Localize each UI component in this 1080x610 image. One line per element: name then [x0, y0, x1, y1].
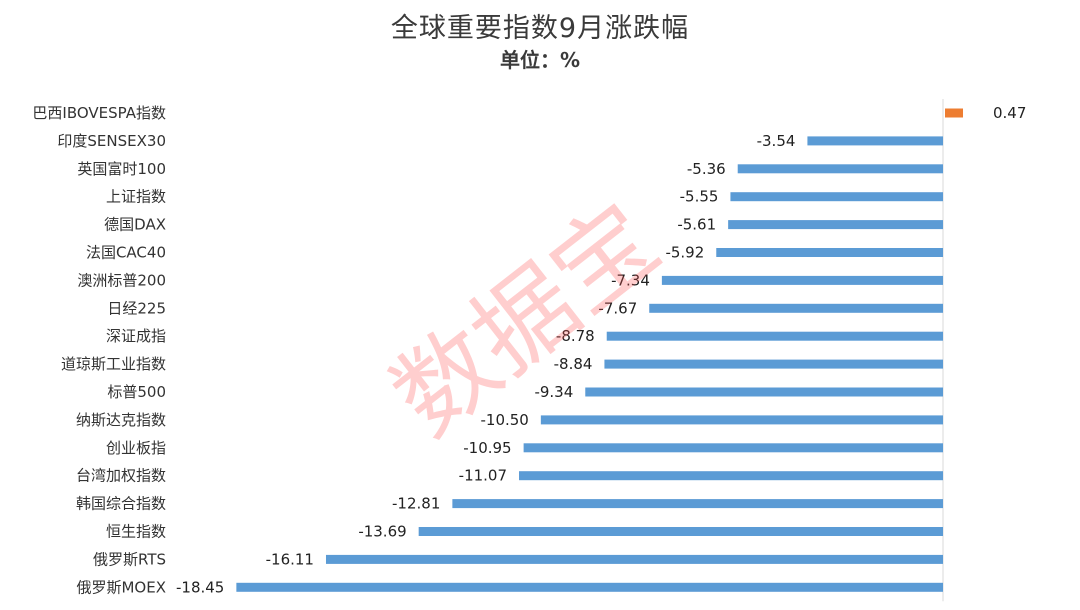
category-label: 道琼斯工业指数 — [61, 355, 166, 373]
category-label: 英国富时100 — [77, 160, 166, 178]
bar — [649, 303, 943, 313]
category-label: 纳斯达克指数 — [76, 411, 166, 429]
value-label: -8.84 — [554, 355, 593, 373]
value-label: 0.47 — [993, 104, 1026, 122]
value-label: -13.69 — [358, 523, 406, 541]
category-label: 台湾加权指数 — [76, 467, 166, 485]
value-label: -18.45 — [176, 578, 224, 596]
category-label: 韩国综合指数 — [76, 495, 166, 513]
value-label: -16.11 — [266, 550, 314, 568]
bar — [418, 527, 944, 536]
bar — [737, 164, 943, 174]
value-label: -11.07 — [459, 467, 507, 485]
category-label: 德国DAX — [104, 216, 166, 234]
category-label: 日经225 — [107, 299, 166, 317]
bar — [540, 415, 943, 425]
bar — [523, 443, 943, 453]
value-label: -10.95 — [463, 439, 511, 457]
bar — [945, 108, 964, 118]
chart-title: 全球重要指数9月涨跌幅 — [390, 13, 690, 44]
bar — [325, 554, 943, 564]
bar — [728, 220, 943, 230]
value-label: -9.34 — [534, 383, 573, 401]
bar — [519, 471, 943, 481]
category-label: 俄罗斯RTS — [93, 550, 166, 568]
value-label: -12.81 — [392, 495, 440, 513]
category-label: 深证成指 — [106, 327, 166, 345]
bar — [236, 582, 944, 592]
category-label: 创业板指 — [106, 439, 166, 457]
value-label: -5.92 — [665, 244, 704, 262]
bar — [606, 331, 943, 341]
bar — [807, 136, 943, 146]
bar — [604, 359, 943, 369]
value-label: -8.78 — [556, 327, 595, 345]
value-label: -5.61 — [677, 216, 716, 234]
category-label: 法国CAC40 — [86, 244, 166, 262]
value-label: -7.67 — [598, 299, 637, 317]
bar — [730, 192, 943, 202]
value-label: -5.55 — [680, 188, 719, 206]
category-label: 标普500 — [107, 383, 166, 401]
category-label: 巴西IBOVESPA指数 — [32, 104, 166, 122]
bar — [452, 499, 943, 509]
value-label: -10.50 — [480, 411, 528, 429]
value-label: -5.36 — [687, 160, 726, 178]
category-label: 印度SENSEX30 — [57, 132, 166, 150]
bar — [716, 248, 943, 257]
bar — [585, 387, 943, 397]
bar — [661, 275, 943, 285]
value-label: -3.54 — [757, 132, 796, 150]
category-label: 恒生指数 — [106, 523, 166, 541]
value-label: -7.34 — [611, 271, 650, 289]
chart-subtitle: 单位：% — [499, 48, 581, 72]
category-label: 俄罗斯MOEX — [76, 578, 166, 596]
category-label: 上证指数 — [106, 188, 166, 206]
category-label: 澳洲标普200 — [77, 271, 166, 289]
